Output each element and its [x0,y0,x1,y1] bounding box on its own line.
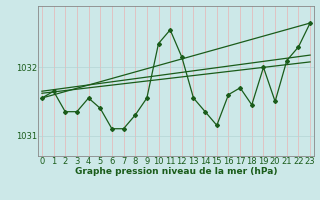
X-axis label: Graphe pression niveau de la mer (hPa): Graphe pression niveau de la mer (hPa) [75,167,277,176]
